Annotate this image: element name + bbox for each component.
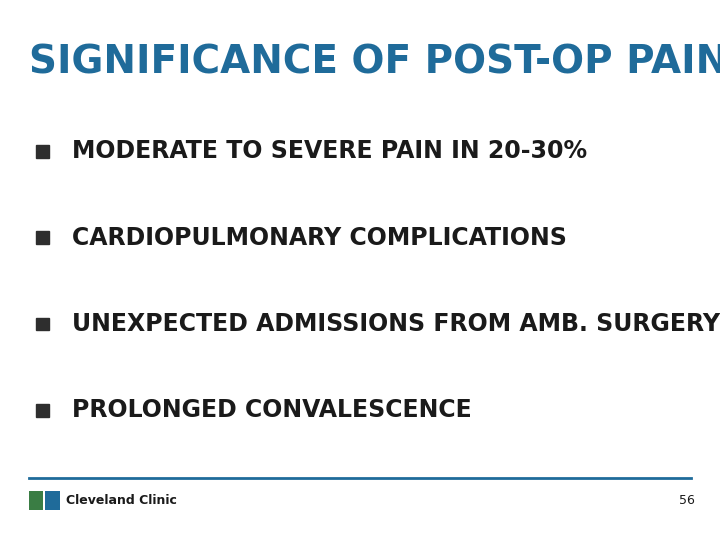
Text: 56: 56 <box>679 494 695 507</box>
Text: Cleveland Clinic: Cleveland Clinic <box>66 494 177 507</box>
Bar <box>45 491 60 510</box>
Text: SIGNIFICANCE OF POST-OP PAIN: SIGNIFICANCE OF POST-OP PAIN <box>29 43 720 81</box>
Bar <box>36 318 49 330</box>
Bar <box>36 404 49 417</box>
Text: UNEXPECTED ADMISSIONS FROM AMB. SURGERY: UNEXPECTED ADMISSIONS FROM AMB. SURGERY <box>72 312 720 336</box>
Bar <box>29 491 43 510</box>
Text: MODERATE TO SEVERE PAIN IN 20-30%: MODERATE TO SEVERE PAIN IN 20-30% <box>72 139 587 163</box>
Text: PROLONGED CONVALESCENCE: PROLONGED CONVALESCENCE <box>72 399 472 422</box>
Bar <box>36 231 49 244</box>
Bar <box>36 145 49 158</box>
Text: CARDIOPULMONARY COMPLICATIONS: CARDIOPULMONARY COMPLICATIONS <box>72 226 567 249</box>
